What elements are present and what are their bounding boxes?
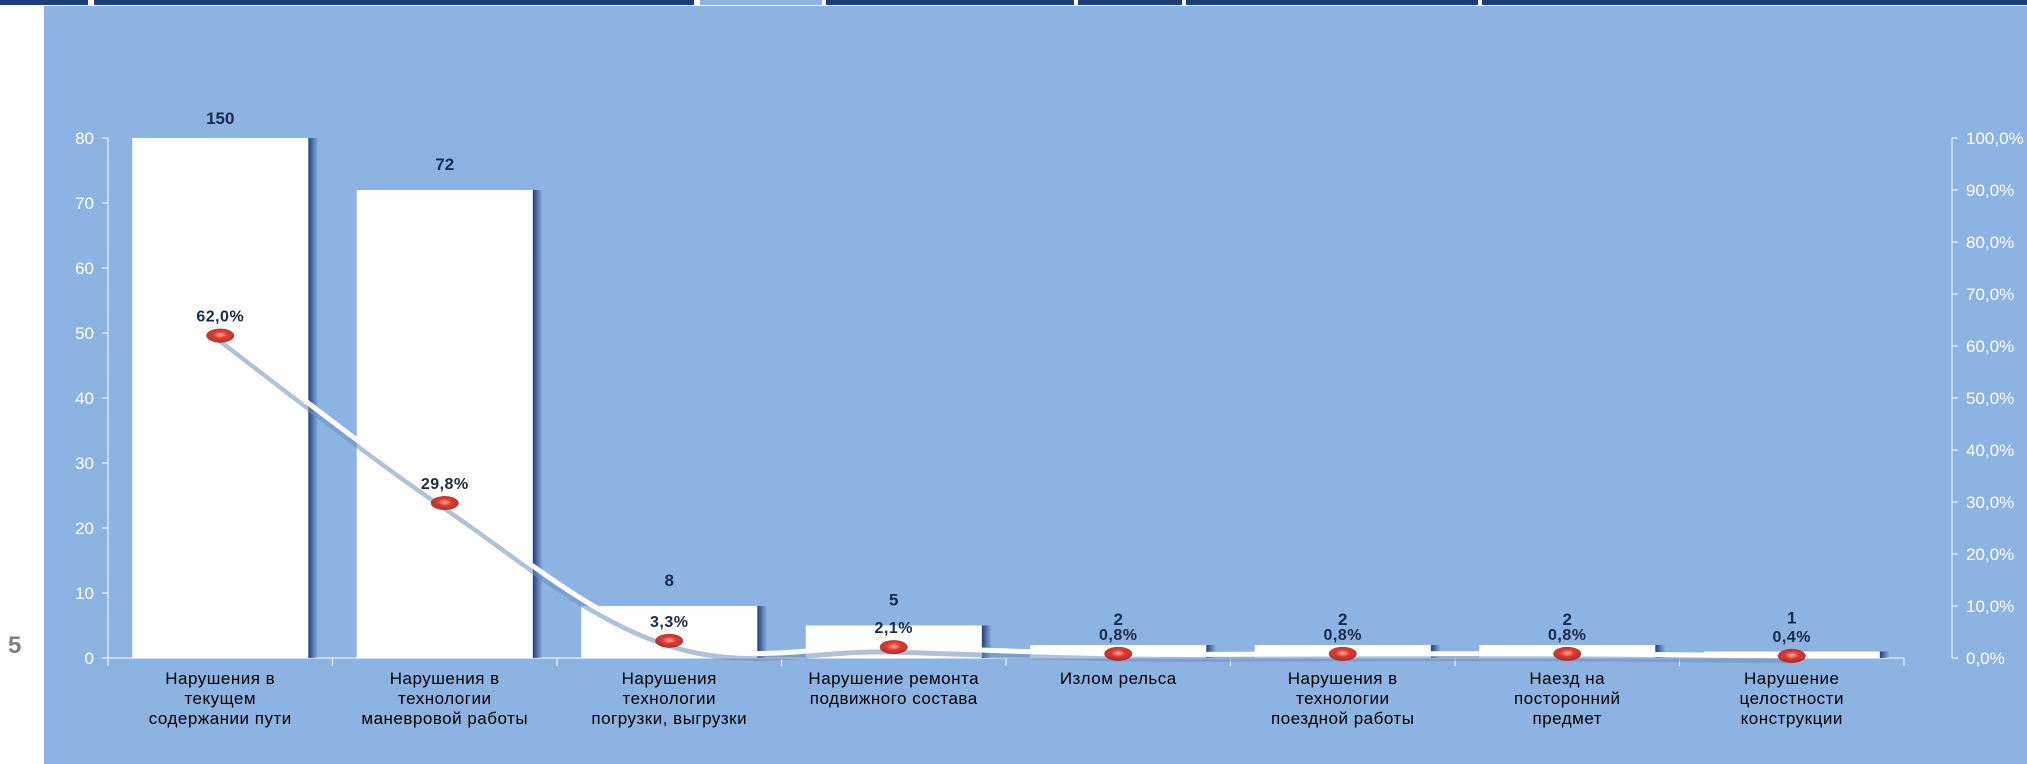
y-tick-label: 80 [75, 129, 94, 148]
line-value-label: 0,8% [1548, 627, 1586, 644]
category-label-line: технологии [623, 689, 716, 708]
category-label: Нарушения в технологии маневровой работы [361, 669, 528, 728]
line-marker [1328, 646, 1357, 661]
bar-value-label: 150 [206, 109, 234, 128]
category-label-line: текущем [184, 689, 256, 708]
category-label: Нарушение ремонта подвижного состава [808, 669, 979, 708]
line-marker [879, 640, 908, 655]
category-label: Нарушение целостности конструкции [1740, 669, 1844, 728]
y2-tick-label: 0,0% [1966, 649, 2005, 668]
page-number: 5 [8, 632, 22, 659]
category-label-line: Наезд на [1529, 669, 1605, 688]
y-tick-label: 20 [75, 519, 94, 538]
category-label-line: Излом рельса [1060, 669, 1177, 688]
bar [132, 138, 309, 658]
category-label-line: технологии [1296, 689, 1389, 708]
line-marker [1777, 648, 1806, 663]
strip-cell [0, 0, 88, 5]
category-label: Излом рельса [1060, 669, 1177, 688]
line-marker [1553, 646, 1582, 661]
line-value-label: 62,0% [196, 309, 244, 326]
bar-value-label: 72 [435, 155, 454, 174]
category-label-line: поездной работы [1271, 709, 1414, 728]
bar-value-label: 5 [889, 591, 898, 610]
bar-shadow [1206, 645, 1217, 658]
category-label-line: Нарушения в [390, 669, 500, 688]
y-tick-label: 30 [75, 454, 94, 473]
bar-value-label: 2 [1338, 610, 1347, 629]
category-label-line: предмет [1532, 709, 1602, 728]
line-value-label: 3,3% [650, 614, 688, 631]
bar-shadow [981, 625, 992, 658]
category-label-line: Нарушение [1744, 669, 1839, 688]
bar-shadow [308, 138, 319, 658]
bar-value-label: 2 [1114, 610, 1123, 629]
y2-tick-label: 10,0% [1966, 597, 2014, 616]
strip-cell [94, 0, 694, 5]
strip-cell [1078, 0, 1182, 5]
category-label-line: маневровой работы [361, 709, 528, 728]
y2-tick-label: 20,0% [1966, 545, 2014, 564]
category-label: Нарушения технологии погрузки, выгрузки [591, 669, 747, 728]
pareto-chart: 0 10 20 30 40 50 60 70 80 0,0% 10,0% 20,0% 30,0% 40,0… [75, 109, 2024, 728]
line-marker [206, 328, 235, 343]
y-tick-label: 50 [75, 324, 94, 343]
line-value-label: 0,8% [1099, 627, 1137, 644]
bar-shadow [757, 606, 768, 658]
category-label: Нарушения в текущем содержании пути [149, 669, 292, 728]
y-tick-label: 60 [75, 259, 94, 278]
y2-tick-label: 60,0% [1966, 337, 2014, 356]
y2-tick-label: 50,0% [1966, 389, 2014, 408]
category-label: Наезд на посторонний предмет [1514, 669, 1620, 728]
chart-panel: 0 10 20 30 40 50 60 70 80 0,0% 10,0% 20,0% 30,0% 40,0… [44, 6, 2027, 764]
bar-shadow [532, 190, 543, 658]
y2-tick-label: 90,0% [1966, 181, 2014, 200]
y2-tick-label: 80,0% [1966, 233, 2014, 252]
strip-cell [1482, 0, 2027, 5]
category-label-line: подвижного состава [810, 689, 978, 708]
line-value-label: 0,8% [1324, 627, 1362, 644]
line-value-label: 2,1% [875, 620, 913, 637]
strip-cell [700, 0, 822, 5]
bar-value-label: 8 [665, 571, 674, 590]
strip-cell [826, 0, 1074, 5]
category-label: Нарушения в технологии поездной работы [1271, 669, 1414, 728]
bar-shadow [1655, 645, 1666, 658]
y2-tick-label: 30,0% [1966, 493, 2014, 512]
line-series [217, 333, 1795, 659]
category-label-line: Нарушения [622, 669, 717, 688]
category-label-line: целостности [1740, 689, 1844, 708]
y2-tick-label: 40,0% [1966, 441, 2014, 460]
category-label-line: Нарушения в [165, 669, 275, 688]
line-value-label: 29,8% [421, 476, 469, 493]
strip-cell [1186, 0, 1478, 5]
line-marker [655, 633, 684, 648]
bar [356, 190, 533, 658]
line-marker [430, 496, 459, 511]
line-value-label: 0,4% [1773, 629, 1811, 646]
category-label-line: посторонний [1514, 689, 1620, 708]
y-tick-label: 10 [75, 584, 94, 603]
y-tick-label: 70 [75, 194, 94, 213]
bar-value-label: 1 [1787, 609, 1796, 628]
line-marker [1104, 646, 1133, 661]
y2-tick-label: 100,0% [1966, 129, 2024, 148]
y-tick-label: 0 [85, 649, 94, 668]
bar-shadow [1879, 651, 1890, 658]
category-label-line: погрузки, выгрузки [591, 709, 747, 728]
y2-tick-label: 70,0% [1966, 285, 2014, 304]
top-table-strip [0, 0, 2027, 6]
category-label-line: конструкции [1741, 709, 1843, 728]
category-label-line: Нарушения в [1288, 669, 1398, 688]
category-label-line: содержании пути [149, 709, 292, 728]
y-tick-label: 40 [75, 389, 94, 408]
bar-value-label: 2 [1563, 610, 1572, 629]
category-label-line: Нарушение ремонта [808, 669, 979, 688]
category-label-line: технологии [398, 689, 491, 708]
